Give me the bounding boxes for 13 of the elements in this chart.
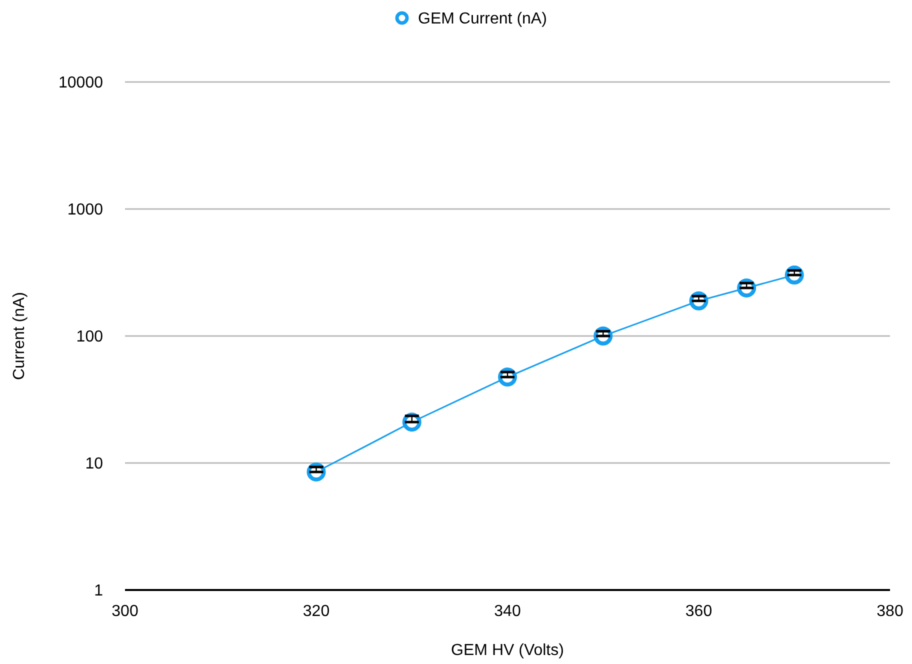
y-tick-label: 1 <box>94 582 104 600</box>
legend-label: GEM Current (nA) <box>418 10 547 28</box>
y-tick-label: 1000 <box>67 202 104 219</box>
y-tick-label: 10 <box>85 456 104 473</box>
x-tick-label: 320 <box>302 603 330 620</box>
y-axis-title: Current (nA) <box>11 292 28 380</box>
x-tick-label: 300 <box>112 603 138 620</box>
x-tick-label: 340 <box>494 603 521 620</box>
y-tick-label: 100 <box>76 328 104 346</box>
x-tick-label: 380 <box>876 603 904 620</box>
x-axis-title: GEM HV (Volts) <box>451 642 564 659</box>
x-tick-label: 360 <box>685 603 712 620</box>
y-tick-label: 10000 <box>58 74 104 92</box>
